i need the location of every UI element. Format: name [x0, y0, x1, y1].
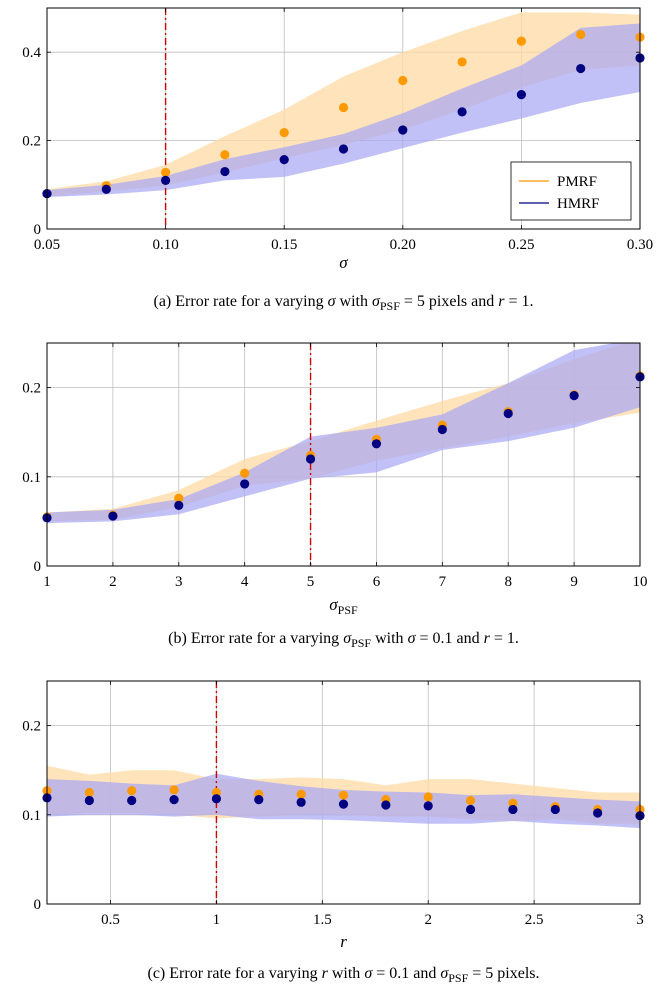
x-tick-label: 1 [213, 912, 221, 928]
caption: (a) Error rate for a varying σ with σPSF… [154, 293, 534, 313]
y-tick-label: 0.1 [22, 808, 41, 824]
y-tick-label: 0.2 [22, 134, 41, 150]
point-pmrf [516, 36, 527, 46]
point-hmrf [381, 800, 391, 810]
x-tick-label: 2 [109, 574, 117, 590]
point-pmrf [423, 792, 433, 802]
point-hmrf [569, 391, 579, 401]
point-hmrf [503, 408, 513, 419]
plot-frame [46, 7, 641, 230]
x-tick-label: 1.5 [313, 912, 332, 928]
legend-label-pmrf: PMRF [557, 174, 597, 190]
x-tick-label: 4 [241, 574, 249, 590]
point-hmrf [279, 155, 289, 165]
point-hmrf [338, 799, 349, 809]
point-hmrf [516, 90, 527, 100]
x-tick-label: 0.15 [271, 237, 297, 253]
legend: PMRF HMRF [510, 161, 632, 221]
point-hmrf [437, 424, 447, 435]
point-hmrf [108, 511, 118, 521]
x-tick-label: 7 [439, 574, 447, 590]
plot-area [47, 343, 640, 566]
point-hmrf [338, 144, 349, 154]
plot-frame [46, 342, 641, 567]
point-hmrf [296, 797, 306, 807]
point-pmrf [127, 786, 137, 796]
y-tick-label: 0 [34, 559, 42, 575]
point-pmrf [174, 493, 184, 503]
x-tick-label: 0.25 [508, 237, 534, 253]
point-hmrf [161, 175, 171, 185]
point-pmrf [338, 790, 349, 800]
x-tick-label: 0.30 [627, 237, 653, 253]
chart-b: 1 2 3 4 5 6 7 8 9 10 0 0.1 0.2 σPSF (b) Error rate for… [22, 342, 648, 650]
x-tick-label: 8 [504, 574, 512, 590]
y-tick-label: 0.1 [22, 470, 41, 486]
point-hmrf [576, 63, 586, 74]
point-hmrf [101, 184, 111, 194]
point-pmrf [240, 468, 250, 478]
y-tick-label: 0.2 [22, 719, 41, 735]
point-hmrf [423, 801, 433, 811]
x-tick-label: 2 [424, 912, 432, 928]
point-pmrf [279, 128, 289, 138]
point-hmrf [127, 795, 137, 806]
x-tick-label: 0.10 [152, 237, 178, 253]
point-pmrf [84, 787, 94, 798]
point-hmrf [508, 804, 518, 815]
x-tick-label: 10 [633, 574, 648, 590]
x-tick-label: 0.20 [390, 237, 416, 253]
y-tick-label: 0 [34, 897, 42, 913]
point-pmrf [296, 789, 306, 799]
chart-c: 0.5 1 1.5 2 2.5 3 0 0.1 0.2 r (c) Error rate for a… [22, 680, 645, 985]
point-hmrf [220, 166, 230, 177]
y-tick-label: 0 [34, 222, 42, 238]
x-tick-label: 3 [636, 912, 644, 928]
point-hmrf [84, 795, 94, 806]
point-pmrf [161, 167, 171, 178]
point-pmrf [220, 150, 230, 160]
point-pmrf [169, 785, 179, 795]
legend-box [510, 161, 632, 221]
point-hmrf [457, 107, 467, 117]
point-pmrf [465, 795, 476, 806]
point-pmrf [576, 29, 586, 40]
band-hmrf [47, 23, 640, 198]
band-hmrf [47, 343, 640, 524]
x-axis-label: σ [339, 253, 348, 272]
point-hmrf [254, 795, 264, 805]
point-pmrf [457, 57, 467, 67]
x-tick-label: 1 [43, 574, 51, 590]
caption: (b) Error rate for a varying σPSF with σ… [168, 630, 519, 650]
x-tick-label: 2.5 [525, 912, 544, 928]
chart-a: 0.05 0.10 0.15 0.20 0.25 0.30 0 0.2 0.4 σ (a) Erro… [22, 7, 653, 313]
point-hmrf [550, 804, 560, 815]
x-tick-label: 3 [175, 574, 183, 590]
point-hmrf [371, 439, 382, 449]
point-hmrf [398, 125, 408, 135]
point-hmrf [211, 794, 222, 804]
x-axis-label: r [340, 932, 347, 951]
y-tick-label: 0.2 [22, 381, 41, 397]
point-hmrf [240, 479, 250, 489]
plot-frame [46, 680, 641, 905]
point-hmrf [593, 808, 603, 818]
x-tick-label: 9 [570, 574, 578, 590]
point-hmrf [174, 500, 184, 510]
point-pmrf [338, 102, 349, 113]
x-tick-label: 0.05 [34, 237, 60, 253]
caption: (c) Error rate for a varying r with σ = … [148, 965, 540, 985]
x-tick-label: 0.5 [101, 912, 120, 928]
point-hmrf [169, 795, 179, 805]
point-pmrf [398, 75, 408, 86]
x-tick-label: 6 [373, 574, 381, 590]
y-tick-label: 0.4 [22, 45, 41, 61]
x-axis-label: σPSF [329, 595, 358, 617]
x-tick-label: 5 [307, 574, 315, 590]
point-hmrf [305, 454, 316, 464]
point-hmrf [465, 804, 476, 815]
legend-label-hmrf: HMRF [557, 196, 600, 212]
